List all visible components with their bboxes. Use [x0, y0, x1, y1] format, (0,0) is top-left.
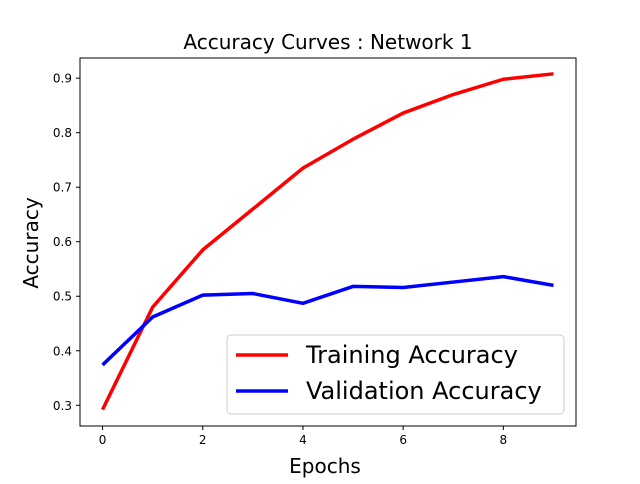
x-axis-label: Epochs [289, 454, 361, 478]
x-tick-label: 0 [99, 433, 107, 447]
y-tick-label: 0.7 [53, 181, 72, 195]
x-tick-label: 4 [299, 433, 307, 447]
y-tick-label: 0.8 [53, 126, 72, 140]
x-tick-label: 8 [500, 433, 508, 447]
x-tick-label: 2 [199, 433, 207, 447]
y-tick-label: 0.9 [53, 72, 72, 86]
chart-title: Accuracy Curves : Network 1 [183, 30, 472, 54]
legend-label: Validation Accuracy [306, 377, 542, 405]
y-tick-label: 0.4 [53, 344, 72, 358]
x-tick-label: 6 [399, 433, 407, 447]
legend-label: Training Accuracy [305, 341, 518, 369]
y-axis-label: Accuracy [19, 197, 43, 288]
y-tick-label: 0.3 [53, 399, 72, 413]
legend: Training Accuracy Validation Accuracy [227, 335, 564, 414]
y-tick-label: 0.5 [53, 290, 72, 304]
y-tick-label: 0.6 [53, 235, 72, 249]
